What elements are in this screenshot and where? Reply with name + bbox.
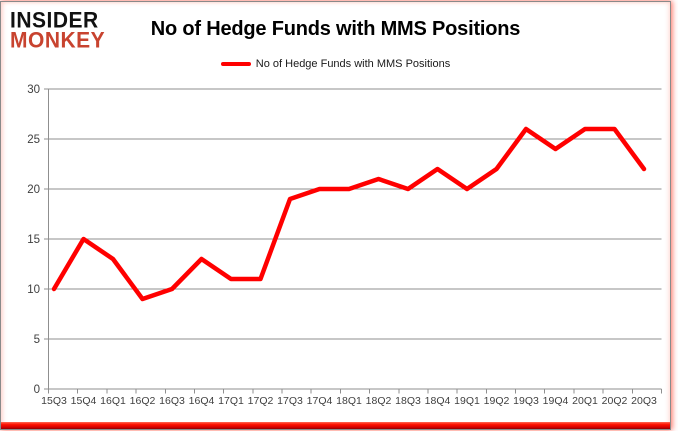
svg-text:16Q2: 16Q2 bbox=[130, 395, 156, 407]
svg-text:20: 20 bbox=[27, 184, 40, 196]
svg-text:18Q4: 18Q4 bbox=[425, 395, 451, 407]
svg-text:5: 5 bbox=[34, 334, 40, 346]
svg-text:15: 15 bbox=[27, 234, 40, 246]
bottom-red-bar bbox=[1, 422, 670, 429]
svg-text:19Q1: 19Q1 bbox=[454, 395, 480, 407]
svg-text:17Q1: 17Q1 bbox=[218, 395, 244, 407]
chart-title: No of Hedge Funds with MMS Positions bbox=[150, 18, 521, 40]
svg-text:30: 30 bbox=[27, 84, 40, 96]
svg-text:19Q2: 19Q2 bbox=[484, 395, 510, 407]
svg-text:25: 25 bbox=[27, 134, 40, 146]
svg-text:18Q3: 18Q3 bbox=[395, 395, 421, 407]
svg-text:15Q4: 15Q4 bbox=[71, 395, 97, 407]
svg-text:0: 0 bbox=[34, 384, 40, 396]
svg-text:17Q3: 17Q3 bbox=[277, 395, 303, 407]
svg-text:20Q1: 20Q1 bbox=[572, 395, 598, 407]
svg-text:20Q2: 20Q2 bbox=[602, 395, 628, 407]
svg-text:15Q3: 15Q3 bbox=[41, 395, 67, 407]
svg-text:17Q4: 17Q4 bbox=[307, 395, 333, 407]
svg-text:16Q4: 16Q4 bbox=[189, 395, 215, 407]
logo-word-insider: INSIDER bbox=[10, 8, 99, 33]
svg-text:19Q3: 19Q3 bbox=[513, 395, 539, 407]
svg-text:16Q1: 16Q1 bbox=[100, 395, 126, 407]
insider-monkey-logo: INSIDER MONKEY bbox=[10, 8, 106, 53]
svg-text:17Q2: 17Q2 bbox=[248, 395, 274, 407]
chart-legend: No of Hedge Funds with MMS Positions bbox=[1, 58, 670, 70]
svg-text:18Q2: 18Q2 bbox=[366, 395, 392, 407]
legend-label: No of Hedge Funds with MMS Positions bbox=[255, 58, 451, 70]
svg-text:10: 10 bbox=[27, 284, 40, 296]
legend-line-swatch bbox=[220, 62, 251, 66]
logo-word-monkey: MONKEY bbox=[10, 28, 106, 53]
svg-text:19Q4: 19Q4 bbox=[543, 395, 569, 407]
svg-text:16Q3: 16Q3 bbox=[159, 395, 185, 407]
svg-text:18Q1: 18Q1 bbox=[336, 395, 362, 407]
svg-text:20Q3: 20Q3 bbox=[631, 395, 657, 407]
